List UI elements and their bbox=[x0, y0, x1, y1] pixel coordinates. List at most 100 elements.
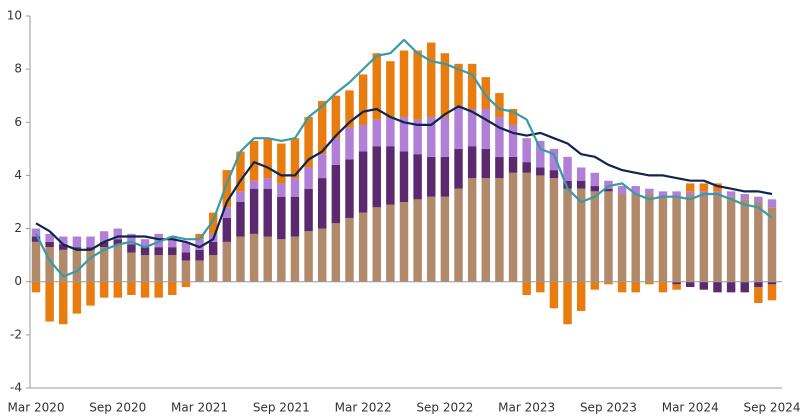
bar-segment bbox=[467, 178, 477, 282]
bar-segment bbox=[168, 247, 177, 256]
bar-segment bbox=[72, 236, 82, 248]
bar-segment bbox=[658, 281, 668, 293]
bar-segment bbox=[72, 247, 82, 250]
bar-segment bbox=[549, 148, 559, 171]
bar-segment bbox=[222, 207, 232, 218]
bar-segment bbox=[576, 281, 586, 311]
bar-segment bbox=[140, 255, 150, 282]
bar-segment bbox=[140, 281, 150, 298]
bar-segment bbox=[168, 255, 177, 282]
bar-segment bbox=[427, 196, 436, 282]
bar-segment bbox=[195, 249, 204, 261]
bar-segment bbox=[236, 236, 245, 282]
bar-segment bbox=[372, 207, 381, 282]
bar-segment bbox=[277, 239, 286, 282]
bar-segment bbox=[399, 116, 409, 152]
bar-segment bbox=[767, 199, 777, 208]
bar-segment bbox=[345, 90, 354, 128]
bar-segment bbox=[290, 178, 300, 197]
bar-segment bbox=[372, 146, 381, 208]
bar-segment bbox=[331, 95, 341, 139]
bar-segment bbox=[754, 287, 763, 303]
bar-segment bbox=[536, 281, 545, 293]
bar-segment bbox=[631, 194, 640, 282]
bar-segment bbox=[495, 178, 504, 282]
bar-segment bbox=[317, 154, 327, 179]
bar-segment bbox=[31, 228, 41, 237]
bar-segment bbox=[31, 236, 41, 242]
bar-segment bbox=[740, 194, 749, 200]
bar-segment bbox=[317, 228, 327, 282]
y-tick-label: -2 bbox=[10, 327, 22, 341]
bar-segment bbox=[604, 188, 613, 192]
bar-segment bbox=[467, 109, 477, 147]
bar-segment bbox=[140, 239, 150, 248]
bar-segment bbox=[86, 247, 95, 250]
bar-segment bbox=[713, 281, 722, 293]
bar-segment bbox=[576, 188, 586, 282]
bar-segment bbox=[331, 223, 341, 282]
bar-segment bbox=[372, 53, 381, 120]
bar-segment bbox=[508, 156, 518, 173]
bar-segment bbox=[631, 186, 640, 195]
bar-segment bbox=[508, 109, 518, 125]
bar-segment bbox=[726, 281, 736, 293]
bar-segment bbox=[59, 244, 68, 250]
bar-segment bbox=[685, 281, 695, 288]
bar-segment bbox=[726, 196, 736, 282]
bar-segment bbox=[222, 170, 232, 208]
bar-segment bbox=[386, 116, 395, 147]
bar-segment bbox=[454, 63, 463, 107]
bar-segment bbox=[604, 191, 613, 282]
bar-segment bbox=[522, 162, 531, 173]
bar-segment bbox=[481, 77, 491, 109]
bar-segment bbox=[45, 247, 54, 282]
bar-segment bbox=[645, 281, 654, 285]
bar-segment bbox=[154, 247, 163, 256]
bar-segment bbox=[399, 151, 409, 202]
bar-segment bbox=[99, 231, 109, 242]
x-tick-label: Mar 2023 bbox=[498, 401, 555, 415]
bar-segment bbox=[345, 217, 354, 282]
bar-segment bbox=[495, 93, 504, 117]
bar-segment bbox=[249, 140, 259, 181]
bar-segment bbox=[427, 116, 436, 157]
bar-segment bbox=[454, 148, 463, 189]
bar-segment bbox=[740, 199, 749, 282]
bar-segment bbox=[576, 167, 586, 181]
bar-segment bbox=[45, 233, 54, 242]
bar-segment bbox=[181, 252, 191, 261]
bar-segment bbox=[127, 281, 136, 295]
bar-segment bbox=[59, 281, 68, 325]
bar-segment bbox=[59, 249, 68, 282]
bar-segment bbox=[140, 247, 150, 256]
bar-segment bbox=[263, 236, 272, 282]
x-tick-label: Sep 2023 bbox=[580, 401, 637, 415]
bar-segment bbox=[277, 183, 286, 197]
bar-segment bbox=[563, 180, 572, 189]
y-tick-label: 4 bbox=[14, 168, 22, 182]
x-tick-label: Sep 2021 bbox=[253, 401, 310, 415]
bar-segment bbox=[386, 146, 395, 205]
bar-segment bbox=[508, 124, 518, 157]
bar-segment bbox=[263, 188, 272, 237]
line bbox=[35, 38, 773, 278]
bar-segment bbox=[399, 50, 409, 117]
y-tick-label: 10 bbox=[7, 9, 22, 23]
bar-segment bbox=[617, 186, 627, 195]
bar-segment bbox=[767, 284, 777, 301]
bar-segment bbox=[481, 178, 491, 282]
bar-segment bbox=[358, 74, 368, 125]
bar-segment bbox=[536, 175, 545, 282]
bar-segment bbox=[467, 146, 477, 179]
bar-segment bbox=[113, 239, 123, 245]
x-tick-label: Sep 2022 bbox=[416, 401, 473, 415]
bar-segment bbox=[99, 247, 109, 282]
line bbox=[35, 105, 773, 251]
bar-segment bbox=[86, 281, 95, 306]
bar-segment bbox=[495, 116, 504, 157]
bar-segment bbox=[168, 236, 177, 248]
bar-segment bbox=[454, 188, 463, 282]
bar-segment bbox=[304, 231, 313, 282]
bar-segment bbox=[699, 194, 709, 282]
